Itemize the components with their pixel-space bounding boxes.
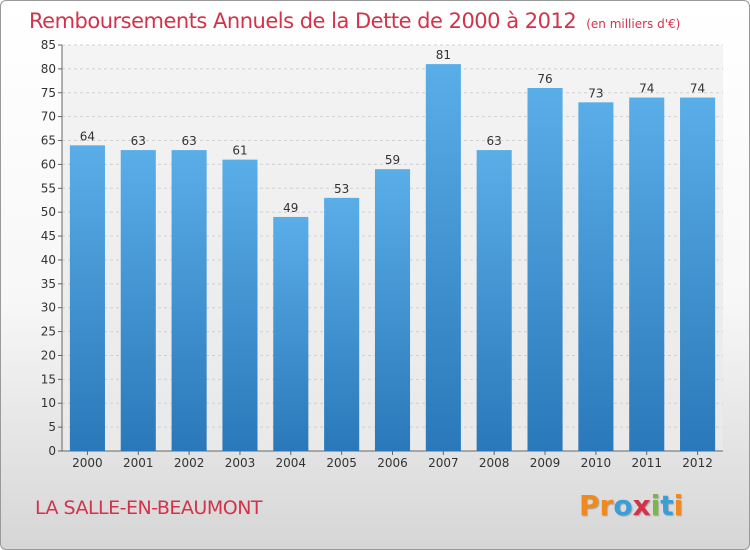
- x-tick-label: 2010: [581, 456, 612, 470]
- y-tick-label: 50: [41, 205, 56, 219]
- x-tick-label: 2006: [377, 456, 408, 470]
- logo-letter: r: [599, 489, 614, 522]
- bar-value-label: 63: [131, 134, 146, 148]
- bar-2011: [629, 97, 665, 452]
- x-tick-label: 2000: [72, 456, 103, 470]
- y-tick-label: 10: [41, 396, 56, 410]
- y-tick-label: 80: [41, 62, 56, 76]
- x-tick-label: 2001: [123, 456, 154, 470]
- bar-2005: [324, 197, 360, 451]
- bar-value-label: 74: [639, 82, 654, 96]
- bar-value-label: 53: [334, 182, 349, 196]
- bar-2000: [69, 145, 105, 451]
- logo-letter: o: [613, 489, 633, 522]
- y-tick-label: 45: [41, 229, 56, 243]
- y-tick-label: 55: [41, 181, 56, 195]
- chart-subtitle: (en milliers d'€): [586, 17, 681, 31]
- y-tick-label: 40: [41, 253, 56, 267]
- y-tick-label: 35: [41, 277, 56, 291]
- bar-2008: [476, 150, 512, 452]
- bar-2001: [120, 150, 156, 452]
- chart-title-text: Remboursements Annuels de la Dette de 20…: [29, 9, 577, 33]
- bar-value-label: 59: [385, 153, 400, 167]
- bar-2003: [222, 159, 258, 451]
- bar-value-label: 64: [80, 129, 95, 143]
- chart-title: Remboursements Annuels de la Dette de 20…: [29, 9, 680, 33]
- y-tick-label: 75: [41, 86, 56, 100]
- bar-value-label: 61: [232, 144, 247, 158]
- x-tick-label: 2009: [530, 456, 561, 470]
- y-tick-label: 0: [48, 444, 56, 458]
- bar-2004: [273, 216, 309, 451]
- y-tick-label: 20: [41, 348, 56, 362]
- y-tick-label: 70: [41, 110, 56, 124]
- x-tick-label: 2008: [479, 456, 510, 470]
- x-tick-label: 2003: [225, 456, 256, 470]
- logo-letter: t: [660, 489, 674, 522]
- proxiti-logo: Proxiti: [579, 489, 683, 522]
- bar-value-label: 76: [537, 72, 552, 86]
- commune-name: LA SALLE-EN-BEAUMONT: [35, 497, 263, 519]
- bar-2006: [374, 169, 411, 451]
- x-tick-label: 2007: [428, 456, 459, 470]
- y-tick-label: 65: [41, 134, 56, 148]
- bar-value-label: 49: [283, 201, 298, 215]
- y-tick-label: 5: [48, 420, 56, 434]
- y-tick-label: 15: [41, 372, 56, 386]
- bar-2010: [578, 102, 614, 451]
- logo-letter: P: [579, 489, 600, 522]
- bar-value-label: 81: [436, 48, 451, 62]
- x-tick-label: 2002: [174, 456, 205, 470]
- x-tick-label: 2012: [682, 456, 713, 470]
- bar-2002: [171, 150, 207, 452]
- bar-2012: [680, 97, 716, 452]
- x-tick-label: 2005: [326, 456, 357, 470]
- bar-value-label: 63: [487, 134, 502, 148]
- bar-2009: [527, 87, 563, 452]
- bar-value-label: 73: [588, 86, 603, 100]
- y-tick-label: 30: [41, 301, 56, 315]
- bar-value-label: 63: [181, 134, 196, 148]
- bar-value-label: 74: [690, 82, 705, 96]
- x-tick-label: 2004: [276, 456, 307, 470]
- y-tick-label: 25: [41, 325, 56, 339]
- logo-letter: i: [673, 489, 684, 522]
- y-tick-label: 60: [41, 157, 56, 171]
- logo-letter: x: [632, 489, 651, 522]
- bar-2007: [425, 64, 461, 451]
- x-tick-label: 2011: [631, 456, 662, 470]
- y-tick-label: 85: [41, 38, 56, 52]
- logo-letter: i: [650, 489, 661, 522]
